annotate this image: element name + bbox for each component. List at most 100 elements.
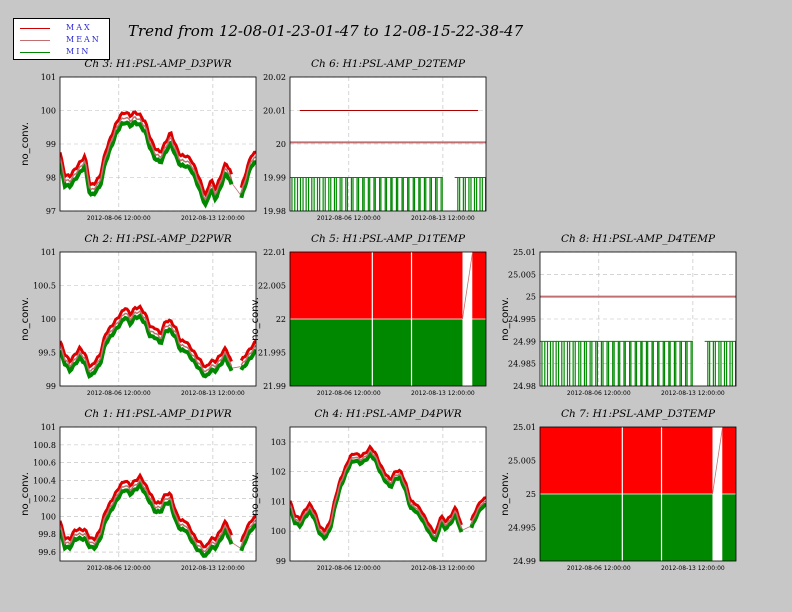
chart-svg: Ch 2: H1:PSL-AMP_D2PWR 99 99.5 100 100.5 101 2…	[20, 233, 257, 397]
chart-svg: Ch 6: H1:PSL-AMP_D2TEMP 19.98 19.99 20 20.01…	[263, 58, 487, 222]
y-tick-label: 24.98	[513, 382, 536, 391]
plot-background	[60, 427, 256, 561]
data-gap	[692, 340, 705, 386]
y-tick-label: 101	[271, 497, 286, 506]
y-tick-label: 20.01	[263, 107, 286, 116]
y-tick-label: 21.995	[258, 349, 286, 358]
series-min-line	[60, 480, 256, 558]
gap-bridge-line	[232, 366, 241, 369]
series-max-line	[60, 472, 256, 549]
y-axis-label: no_conv.	[500, 472, 511, 516]
series-mean-line	[290, 449, 486, 538]
y-tick-label: 25.005	[508, 457, 536, 466]
series-mean-line	[60, 309, 256, 373]
y-tick-label: 100	[41, 512, 56, 521]
chart-svg: Ch 3: H1:PSL-AMP_D3PWR 97 98 99 100 101 2012-0…	[20, 58, 257, 222]
x-tick-label: 2012-08-06 12:00:00	[317, 215, 381, 222]
y-tick-label: 98	[46, 174, 56, 183]
legend-swatch-max	[20, 28, 50, 29]
gap-bridge-line	[712, 428, 723, 495]
y-tick-label: 101	[41, 248, 56, 257]
y-tick-label: 101	[41, 73, 56, 82]
y-tick-label: 24.985	[508, 360, 536, 369]
x-tick-label: 2012-08-13 12:00:00	[661, 390, 725, 397]
y-tick-label: 99	[46, 382, 56, 391]
legend-item-min: MIN	[20, 47, 110, 59]
x-tick-label: 2012-08-06 12:00:00	[87, 565, 151, 572]
y-tick-label: 99.6	[38, 548, 56, 557]
panel-title: Ch 7: H1:PSL-AMP_D3TEMP	[561, 408, 716, 420]
plot-frame	[289, 76, 487, 212]
y-tick-label: 97	[46, 207, 56, 216]
plot-frame	[289, 251, 487, 387]
plot-area	[540, 427, 736, 561]
chart-panel: Ch 1: H1:PSL-AMP_D1PWR 99.6 99.8 100 100.2 10…	[0, 400, 270, 580]
chart-svg: Ch 8: H1:PSL-AMP_D4TEMP 24.98 24.985 24.99 2…	[500, 233, 737, 397]
y-tick-label: 102	[271, 468, 286, 477]
plot-area	[290, 444, 486, 543]
gap-bridge-line	[232, 183, 241, 195]
gap-bridge-line	[232, 542, 241, 549]
y-tick-label: 100	[41, 107, 56, 116]
legend-swatch-mean	[20, 40, 50, 41]
y-tick-label: 100	[271, 527, 286, 536]
plot-area	[290, 252, 486, 386]
x-tick-label: 2012-08-06 12:00:00	[87, 215, 151, 222]
y-tick-label: 20	[276, 140, 286, 149]
x-tick-label: 2012-08-06 12:00:00	[317, 390, 381, 397]
y-tick-label: 101	[41, 423, 56, 432]
plot-frame	[59, 426, 257, 562]
y-tick-label: 25.005	[508, 270, 536, 279]
y-tick-label: 22.01	[263, 248, 286, 257]
x-tick-label: 2012-08-13 12:00:00	[181, 215, 245, 222]
y-tick-label: 100	[41, 315, 56, 324]
series-mean-line	[60, 116, 256, 201]
y-tick-label: 100.5	[33, 282, 56, 291]
series-min-line	[60, 119, 256, 209]
min-band	[540, 494, 736, 561]
y-tick-label: 99.8	[38, 530, 56, 539]
y-tick-label: 103	[271, 438, 286, 447]
plot-area	[60, 110, 256, 209]
chart-svg: Ch 1: H1:PSL-AMP_D1PWR 99.6 99.8 100 100.2 10…	[20, 408, 257, 572]
legend-label-min: MIN	[66, 47, 91, 56]
y-tick-label: 24.99	[513, 557, 536, 566]
chart-svg: Ch 5: H1:PSL-AMP_D1TEMP 21.99 21.995 22 22.0…	[250, 233, 487, 397]
y-tick-label: 20.02	[263, 73, 286, 82]
plot-frame	[59, 76, 257, 212]
data-gap	[462, 252, 473, 386]
x-tick-label: 2012-08-13 12:00:00	[181, 565, 245, 572]
y-axis-label: no_conv.	[20, 472, 31, 516]
series-mean-line	[60, 478, 256, 553]
chart-panel: Ch 5: H1:PSL-AMP_D1TEMP 21.99 21.995 22 22.0…	[230, 225, 500, 405]
y-tick-label: 24.99	[513, 337, 536, 346]
series-min-line	[60, 312, 256, 380]
x-tick-label: 2012-08-13 12:00:00	[411, 565, 475, 572]
panel-title: Ch 4: H1:PSL-AMP_D4PWR	[314, 408, 461, 420]
plot-area	[290, 110, 486, 211]
chart-title: Trend from 12-08-01-23-01-47 to 12-08-15…	[128, 22, 524, 40]
legend-label-mean: MEAN	[66, 35, 101, 44]
y-tick-label: 24.995	[508, 315, 536, 324]
x-tick-label: 2012-08-13 12:00:00	[411, 215, 475, 222]
y-tick-label: 100.2	[33, 494, 56, 503]
y-tick-label: 25.01	[513, 423, 536, 432]
plot-frame	[539, 426, 737, 562]
max-band	[540, 427, 736, 494]
panel-title: Ch 3: H1:PSL-AMP_D3PWR	[84, 58, 231, 70]
y-axis-label: no_conv.	[250, 472, 261, 516]
x-tick-label: 2012-08-13 12:00:00	[181, 390, 245, 397]
chart-svg: Ch 7: H1:PSL-AMP_D3TEMP 24.99 24.995 25 25.0…	[500, 408, 737, 572]
chart-panel: Ch 3: H1:PSL-AMP_D3PWR 97 98 99 100 101 2012-0…	[0, 50, 270, 230]
y-tick-label: 25	[526, 293, 536, 302]
gap-bridge-line	[462, 253, 473, 320]
panel-title: Ch 6: H1:PSL-AMP_D2TEMP	[311, 58, 466, 70]
gap-bridge-line	[462, 525, 471, 531]
x-tick-label: 2012-08-06 12:00:00	[317, 565, 381, 572]
y-tick-label: 22.005	[258, 282, 286, 291]
chart-panel: Ch 4: H1:PSL-AMP_D4PWR 99 100 101 102 103 2012…	[230, 400, 500, 580]
chart-panel: Ch 2: H1:PSL-AMP_D2PWR 99 99.5 100 100.5 101 2…	[0, 225, 270, 405]
y-tick-label: 19.98	[263, 207, 286, 216]
y-tick-label: 19.99	[263, 174, 286, 183]
x-tick-label: 2012-08-13 12:00:00	[661, 565, 725, 572]
